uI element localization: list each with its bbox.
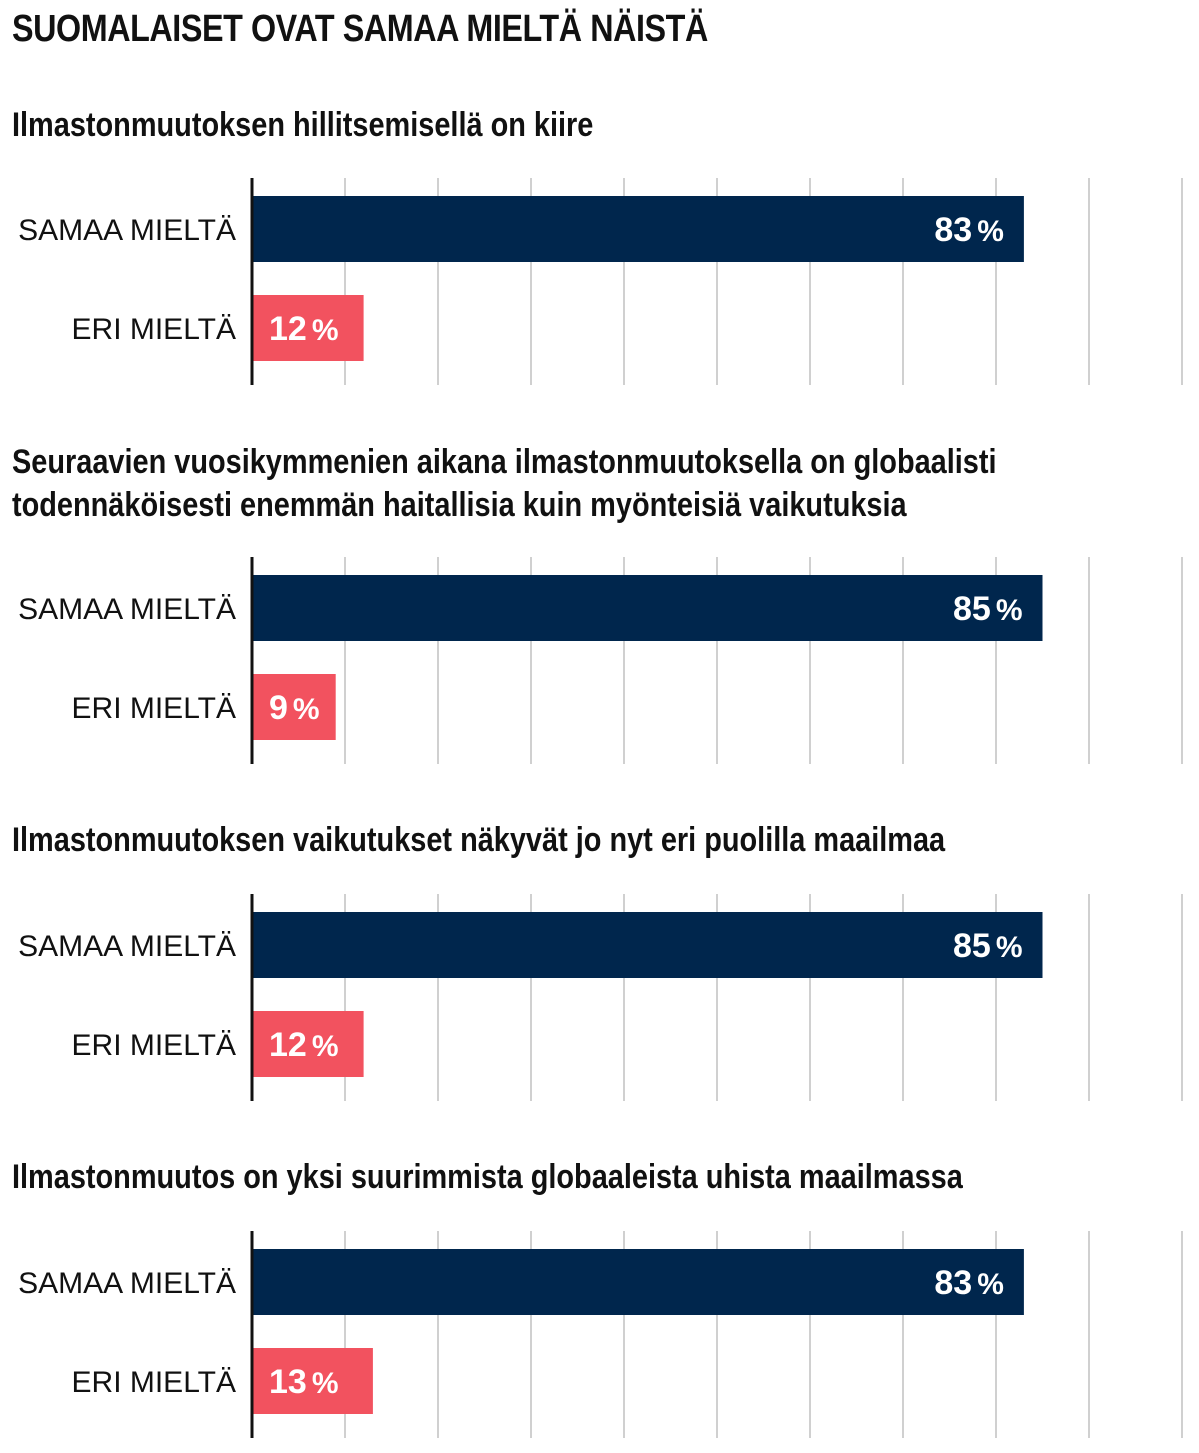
data-label: 85% [953, 927, 1023, 965]
bar-disagree [252, 1011, 364, 1077]
bar-chart: SAMAA MIELTÄ 83 % ERI MIELTÄ 12% [18, 178, 1183, 385]
panel-title: Ilmastonmuutoksen hillitsemisellä on kii… [12, 106, 594, 144]
bar-chart: SAMAA MIELTÄ 85 % ERI MIELTÄ 12% [18, 894, 1183, 1101]
bar-agree [252, 196, 1024, 262]
panel-title: Ilmastonmuutos on yksi suurimmista globa… [12, 1158, 963, 1196]
panel-title-line: todennäköisesti enemmän haitallisia kuin… [12, 486, 907, 524]
category-label: ERI MIELTÄ [72, 1366, 236, 1399]
category-label: SAMAA MIELTÄ [18, 1267, 236, 1300]
data-label: 12% [269, 310, 339, 348]
panel-title: Ilmastonmuutoksen vaikutukset näkyvät jo… [12, 821, 946, 859]
bar-disagree [252, 1348, 373, 1414]
category-label: ERI MIELTÄ [72, 692, 236, 725]
data-label: 12% [269, 1026, 339, 1064]
main-title: SUOMALAISET OVAT SAMAA MIELTÄ NÄISTÄ [12, 8, 708, 50]
category-label: SAMAA MIELTÄ [18, 930, 236, 963]
data-label: 83% [934, 211, 1004, 249]
data-label: 85% [953, 590, 1023, 628]
bar-agree [252, 912, 1043, 978]
bar-agree [252, 575, 1043, 641]
data-label: 83% [934, 1264, 1004, 1302]
bar-chart: SAMAA MIELTÄ 85 % ERI MIELTÄ 9% [18, 557, 1183, 764]
bar-disagree [252, 674, 336, 740]
category-label: SAMAA MIELTÄ [18, 593, 236, 626]
data-label: 9% [269, 689, 320, 727]
panel-title-line: Seuraavien vuosikymmenien aikana ilmasto… [12, 443, 997, 481]
category-label: SAMAA MIELTÄ [18, 214, 236, 247]
bar-chart: SAMAA MIELTÄ 83 % ERI MIELTÄ 13% [18, 1231, 1183, 1438]
category-label: ERI MIELTÄ [72, 313, 236, 346]
category-label: ERI MIELTÄ [72, 1029, 236, 1062]
bar-disagree [252, 295, 364, 361]
panel-title: Seuraavien vuosikymmenien aikana ilmasto… [12, 441, 997, 527]
bar-agree [252, 1249, 1024, 1315]
data-label: 13% [269, 1363, 339, 1401]
